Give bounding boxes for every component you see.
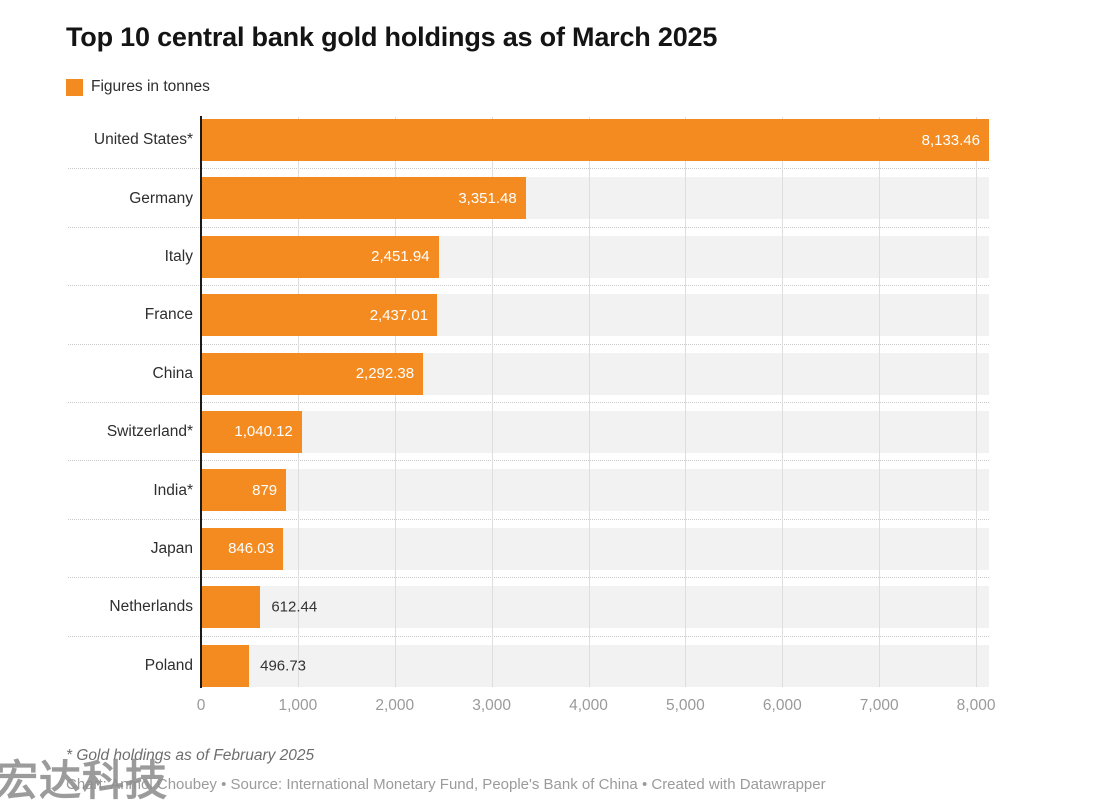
bar[interactable]: 2,292.38	[201, 352, 424, 395]
row-separator	[68, 518, 989, 520]
bar-row: France 2,437.01	[66, 286, 989, 345]
bar-track: 2,292.38	[201, 352, 989, 395]
value-label-inside: 2,451.94	[371, 248, 430, 266]
bar[interactable]: 846.03	[201, 527, 283, 570]
bar-row: Japan 846.03	[66, 520, 989, 579]
gridline	[685, 117, 687, 687]
plot-area: United States* 8,133.46 Germany 3,351.48…	[66, 111, 989, 695]
bar-row: China 2,292.38	[66, 345, 989, 403]
gridline	[491, 117, 493, 687]
bar-row: United States* 8,133.46	[66, 111, 989, 170]
category-label: Germany	[129, 189, 193, 207]
bar-track: 3,351.48	[201, 177, 989, 220]
x-axis-tick: 4,000	[569, 697, 608, 714]
bar[interactable]: 3,351.48	[201, 177, 526, 220]
x-axis-tick: 5,000	[666, 697, 705, 714]
x-axis-tick: 3,000	[472, 697, 512, 714]
x-axis-tick: 1,000	[278, 697, 318, 714]
category-label: Italy	[164, 247, 193, 265]
byline: Chart: Anmol Choubey • Source: Internati…	[66, 776, 826, 793]
bar-row: India* 879	[66, 461, 989, 520]
bar-row: Poland 496.73	[66, 637, 989, 695]
bar-row: Netherlands 612.44	[66, 578, 989, 637]
category-label: Switzerland*	[106, 423, 193, 441]
gridline	[976, 117, 978, 687]
chart-title: Top 10 central bank gold holdings as of …	[66, 22, 718, 52]
gridline	[588, 117, 590, 687]
watermark: 宏达科技	[0, 757, 169, 804]
bar[interactable]: 8,133.46	[201, 119, 989, 161]
value-label-outside: 496.73	[260, 657, 307, 675]
category-label: France	[144, 306, 193, 324]
category-label: Poland	[144, 656, 193, 674]
bar[interactable]: 2,437.01	[201, 294, 438, 337]
row-separator	[68, 343, 989, 345]
row-separator	[68, 401, 989, 403]
bar-track: 8,133.46	[201, 119, 989, 161]
bar-track: 2,451.94	[201, 235, 989, 278]
bar[interactable]	[201, 644, 250, 687]
legend-label: Figures in tonnes	[91, 78, 210, 95]
footnote: * Gold holdings as of February 2025	[66, 747, 315, 764]
bar[interactable]: 2,451.94	[201, 235, 439, 278]
bar-track: 879	[201, 469, 989, 512]
row-separator	[68, 577, 989, 579]
gridline	[297, 117, 299, 687]
row-separator	[68, 226, 989, 228]
value-label-outside: 612.44	[271, 598, 318, 616]
bar-track: 612.44	[201, 586, 989, 629]
bar-track: 2,437.01	[201, 294, 989, 337]
value-label-inside: 3,351.48	[458, 189, 517, 207]
bar-row: Italy 2,451.94	[66, 228, 989, 287]
legend-swatch-icon	[66, 78, 83, 96]
category-label: China	[152, 364, 194, 382]
value-label-inside: 8,133.46	[921, 131, 980, 149]
gridline	[782, 117, 784, 687]
row-separator	[68, 285, 989, 287]
value-label-inside: 879	[252, 481, 278, 499]
x-axis-tick: 8,000	[956, 697, 996, 714]
row-separator	[68, 168, 989, 170]
value-label-inside: 846.03	[228, 540, 274, 558]
bar-row: Switzerland* 1,040.12	[66, 403, 989, 462]
bar[interactable]: 1,040.12	[201, 410, 302, 453]
gridline	[394, 117, 396, 687]
bar-track: 1,040.12	[201, 410, 989, 453]
category-label: Netherlands	[109, 598, 193, 616]
bar-track: 846.03	[201, 527, 989, 570]
x-axis-tick: 2,000	[375, 697, 415, 714]
gridline	[879, 117, 881, 687]
bar-track: 496.73	[201, 644, 989, 687]
row-separator	[68, 635, 989, 637]
category-label: India*	[153, 481, 193, 499]
category-label: Japan	[150, 539, 193, 557]
value-label-inside: 2,437.01	[369, 306, 429, 324]
bar[interactable]	[201, 586, 261, 629]
x-axis-tick: 7,000	[859, 697, 899, 714]
value-label-inside: 1,040.12	[234, 423, 293, 441]
x-axis-tick: 0	[196, 697, 206, 714]
category-label: United States*	[93, 131, 193, 149]
bar-row: Germany 3,351.48	[66, 169, 989, 228]
x-axis-tick-labels: 0 1,000 2,000 3,000 4,000 5,000 6,000 7,000 8,00…	[66, 696, 996, 716]
y-axis-line	[200, 116, 202, 688]
value-label-inside: 2,292.38	[355, 365, 415, 383]
row-separator	[68, 460, 989, 462]
bar[interactable]: 879	[201, 469, 287, 512]
legend: Figures in tonnes	[66, 78, 210, 96]
x-axis-tick: 6,000	[762, 697, 802, 714]
